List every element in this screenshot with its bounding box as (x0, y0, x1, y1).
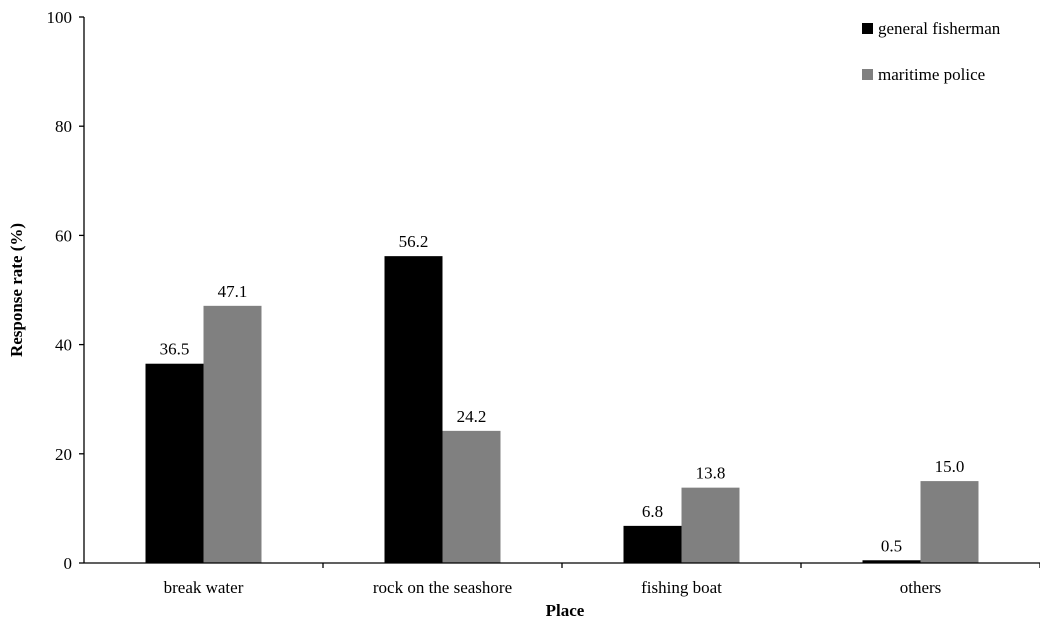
x-tick-label: rock on the seashore (373, 578, 512, 597)
bar-general-fisherman (384, 256, 443, 563)
y-axis-ticks: 0 20 40 60 80 100 (47, 8, 84, 573)
bar-value-label: 56.2 (399, 232, 429, 251)
value-labels: 36.5 47.1 56.2 24.2 6.8 13.8 0.5 15.0 (160, 232, 965, 555)
bar-maritime-police (681, 487, 740, 563)
bar-maritime-police (920, 481, 979, 563)
y-tick-label: 40 (55, 336, 72, 355)
bars (145, 256, 979, 563)
y-tick-label: 0 (64, 554, 73, 573)
legend: general fisherman maritime police (862, 19, 1001, 84)
bar-maritime-police (442, 430, 501, 563)
x-tick-label: break water (164, 578, 244, 597)
y-tick-label: 20 (55, 445, 72, 464)
y-axis-title: Response rate (%) (7, 223, 26, 357)
legend-swatch (862, 23, 873, 34)
bar-value-label: 15.0 (935, 457, 965, 476)
bar-general-fisherman (862, 560, 921, 563)
bar-general-fisherman (623, 525, 682, 563)
x-tick-label: fishing boat (641, 578, 722, 597)
bar-maritime-police (203, 305, 262, 563)
bar-value-label: 0.5 (881, 536, 902, 555)
y-tick-label: 100 (47, 8, 73, 27)
bar-value-label: 36.5 (160, 340, 190, 359)
bar-value-label: 24.2 (457, 407, 487, 426)
legend-swatch (862, 69, 873, 80)
bar-value-label: 13.8 (696, 464, 726, 483)
x-axis-labels: break water rock on the seashore fishing b… (164, 563, 1040, 597)
x-tick-label: others (900, 578, 942, 597)
y-tick-label: 80 (55, 117, 72, 136)
legend-label: general fisherman (878, 19, 1001, 38)
y-tick-label: 60 (55, 226, 72, 245)
bar-value-label: 6.8 (642, 502, 663, 521)
legend-label: maritime police (878, 65, 985, 84)
bar-general-fisherman (145, 363, 204, 563)
x-axis-title: Place (546, 601, 585, 619)
bar-value-label: 47.1 (218, 282, 248, 301)
